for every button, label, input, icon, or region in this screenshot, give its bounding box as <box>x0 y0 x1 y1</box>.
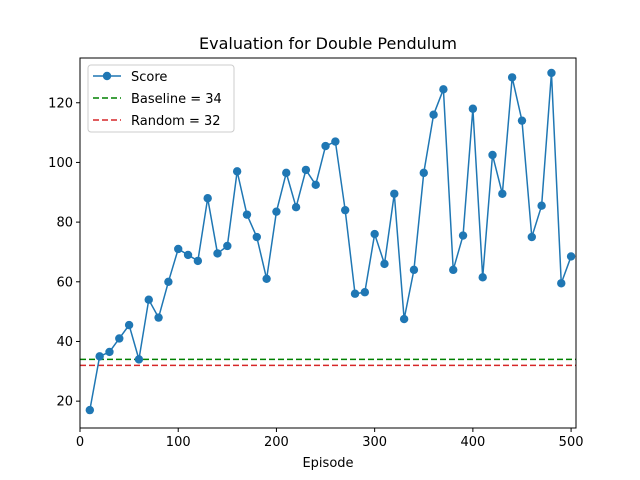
data-point <box>488 150 497 160</box>
data-point <box>134 355 144 364</box>
data-point <box>498 189 507 198</box>
data-point <box>458 231 468 240</box>
data-point <box>174 244 183 254</box>
data-point <box>213 249 222 258</box>
plot-frame <box>79 57 577 429</box>
y-tick-label: 60 <box>56 275 73 290</box>
chart-title: Evaluation for Double Pendulum <box>199 34 457 53</box>
axes: 0 100 200 300 400 500 20 40 60 80 100 120 <box>48 96 583 450</box>
data-point <box>409 265 419 275</box>
y-tick-label: 20 <box>56 395 73 410</box>
y-tick-label: 120 <box>48 96 73 111</box>
data-point <box>262 274 271 284</box>
data-point <box>517 116 527 125</box>
data-point <box>527 232 537 242</box>
data-point <box>291 202 301 212</box>
data-point <box>311 180 320 190</box>
data-point <box>419 168 428 178</box>
data-point <box>547 68 556 78</box>
legend-box <box>87 64 235 133</box>
data-point <box>399 314 409 324</box>
data-point <box>115 334 124 343</box>
data-point <box>537 201 546 210</box>
data-point <box>370 229 379 239</box>
data-point <box>154 313 163 322</box>
data-point <box>183 250 193 260</box>
data-point <box>321 141 330 151</box>
data-point <box>124 320 134 330</box>
y-tick-label: 80 <box>56 216 73 231</box>
x-tick-label: 100 <box>166 435 191 450</box>
data-point <box>164 277 173 286</box>
x-tick-label: 300 <box>362 435 387 450</box>
data-point <box>272 207 281 216</box>
legend-label: Score <box>131 70 167 85</box>
legend-label: Baseline = 34 <box>131 92 222 107</box>
plot-area <box>80 68 576 415</box>
data-point <box>85 405 95 415</box>
data-point <box>301 165 311 175</box>
legend-entry-baseline: Baseline = 34 <box>93 92 222 107</box>
data-point <box>203 194 212 203</box>
legend-label: Random = 32 <box>131 114 221 129</box>
data-point <box>439 85 448 94</box>
x-tick-label: 500 <box>559 435 584 450</box>
data-point <box>390 189 399 198</box>
data-point <box>468 104 478 113</box>
data-point <box>360 288 370 297</box>
legend-entry-score: Score <box>93 70 167 85</box>
data-point <box>429 110 438 119</box>
data-point <box>478 273 487 282</box>
x-axis-title: Episode <box>302 456 353 471</box>
data-point <box>557 279 566 288</box>
data-point <box>331 137 340 146</box>
series-line-score <box>89 72 572 411</box>
x-tick-label: 400 <box>460 435 485 450</box>
data-point <box>144 295 153 304</box>
data-point <box>282 168 291 178</box>
x-tick-label: 200 <box>264 435 289 450</box>
legend-entry-random: Random = 32 <box>93 114 221 129</box>
x-tick-label: 0 <box>76 435 84 450</box>
data-point <box>340 205 350 215</box>
data-point <box>252 232 261 242</box>
data-point <box>242 210 252 219</box>
data-point <box>566 252 576 261</box>
data-point <box>380 259 389 269</box>
data-point <box>350 289 360 298</box>
y-tick-label: 100 <box>48 156 73 171</box>
data-point <box>507 73 517 82</box>
legend-swatch-marker <box>102 71 112 81</box>
data-point <box>223 241 232 251</box>
data-point <box>95 352 104 361</box>
data-point <box>105 347 114 357</box>
legend: Score Baseline = 34 Random = 32 <box>87 64 235 133</box>
data-point <box>232 167 242 176</box>
data-point <box>193 256 203 266</box>
data-point <box>449 265 458 275</box>
y-tick-label: 40 <box>56 335 73 350</box>
